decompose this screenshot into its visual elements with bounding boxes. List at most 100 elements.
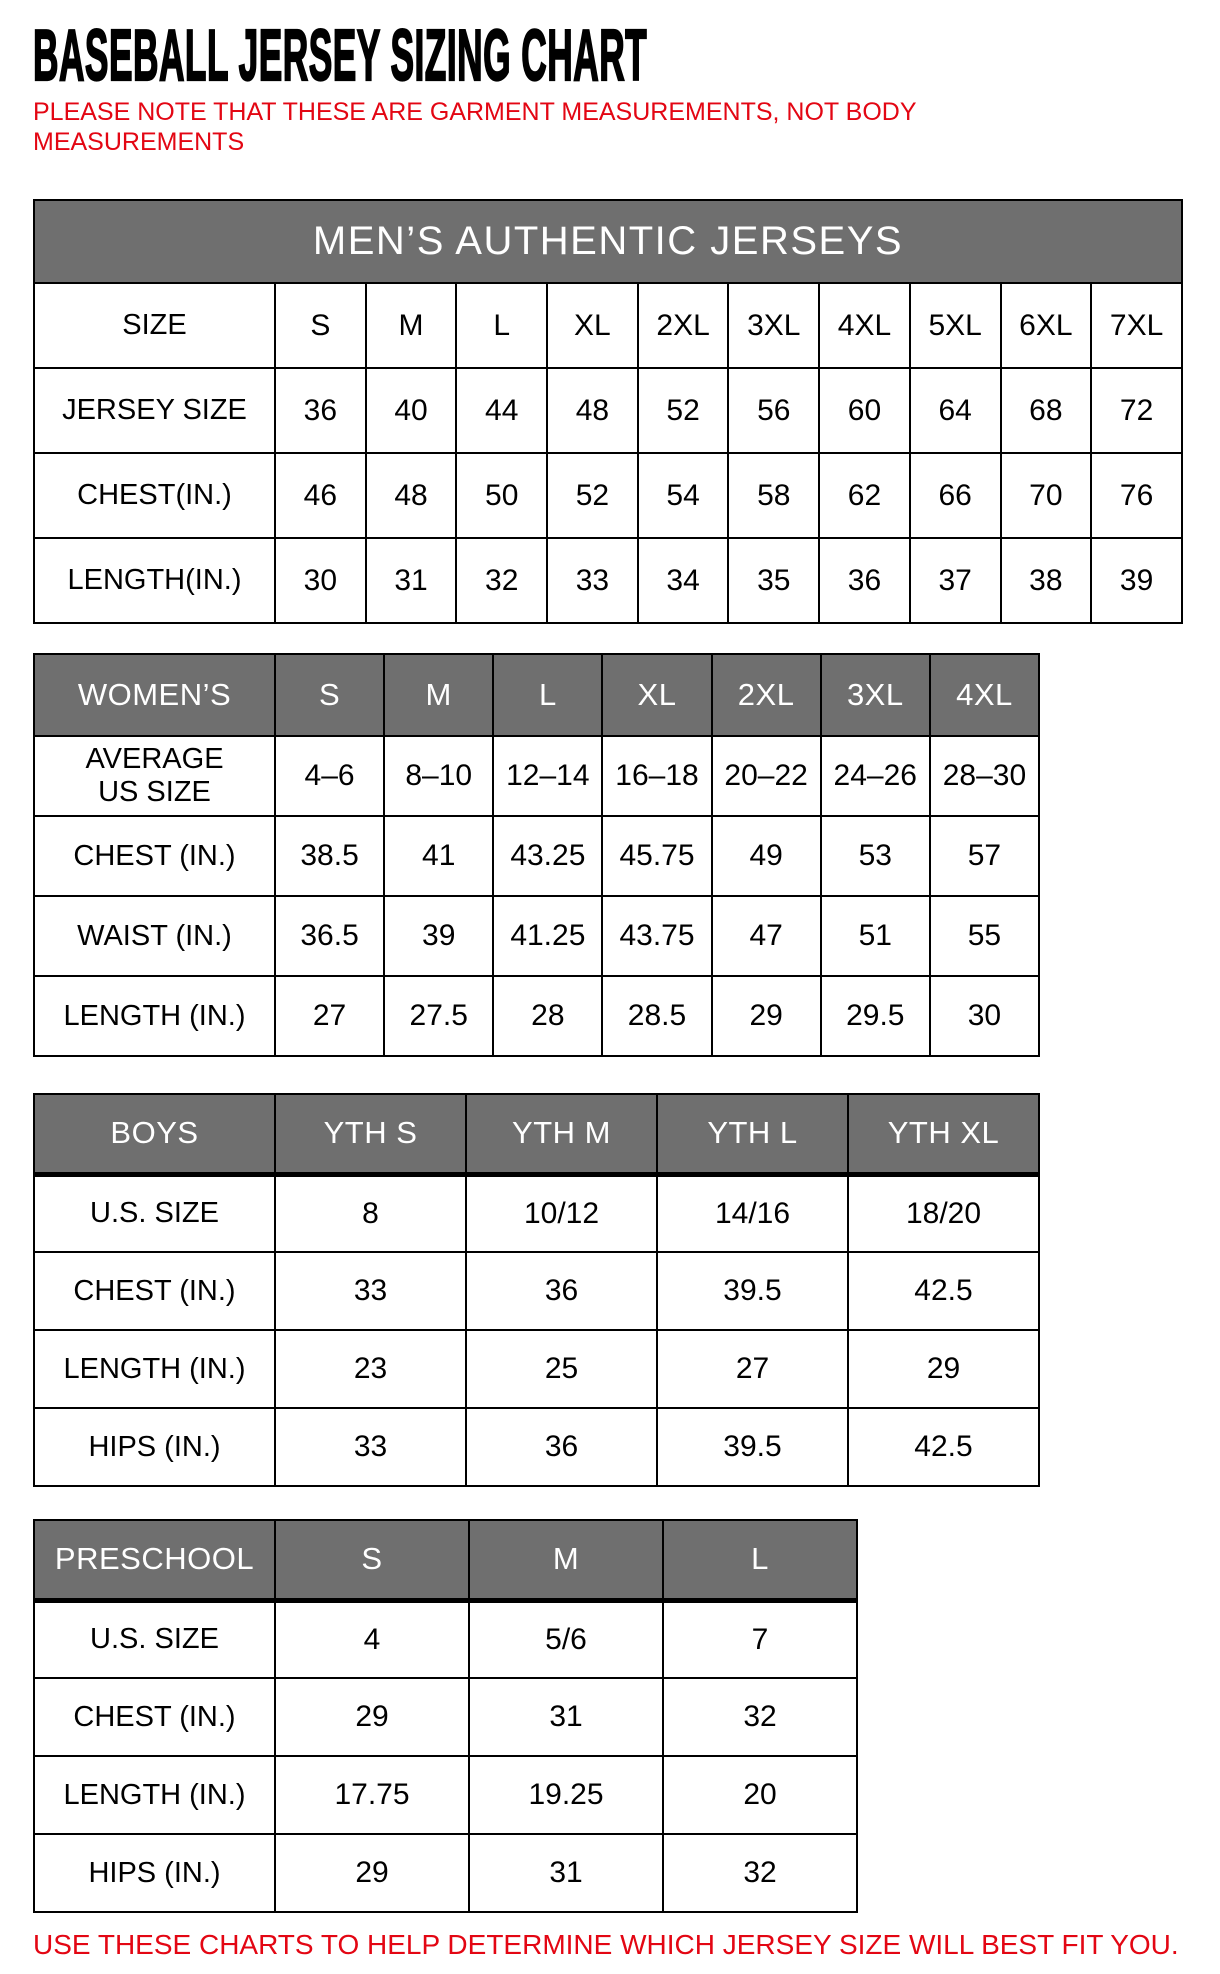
column-header-cell: 3XL xyxy=(819,653,931,737)
value-cell: 50 xyxy=(455,452,549,539)
value-cell: 8–10 xyxy=(383,735,495,817)
value-cell: S xyxy=(274,282,367,369)
value-cell: 14/16 xyxy=(656,1173,849,1253)
value-cell: 33 xyxy=(546,537,639,624)
value-cell: 27 xyxy=(273,975,386,1057)
value-cell: 57 xyxy=(928,815,1041,897)
value-cell: 34 xyxy=(636,537,730,624)
value-cell: 39.5 xyxy=(656,1407,849,1487)
row-label-cell: HIPS (IN.) xyxy=(33,1407,276,1487)
column-header-cell: YTH XL xyxy=(847,1093,1040,1177)
column-header-cell: BOYS xyxy=(33,1093,276,1177)
value-cell: 4 xyxy=(274,1599,470,1679)
value-cell: 19.25 xyxy=(468,1755,664,1835)
column-header-cell: M xyxy=(383,653,495,737)
mens-banner-row: MEN’S AUTHENTIC JERSEYS xyxy=(33,199,1183,284)
value-cell: 39 xyxy=(1090,537,1183,624)
column-header-cell: L xyxy=(662,1519,858,1603)
column-header-row: WOMEN’S S M L XL 2XL 3XL 4XL xyxy=(33,653,1041,737)
data-row: CHEST (IN.) 29 31 32 xyxy=(33,1677,858,1757)
value-cell: 62 xyxy=(818,452,911,539)
value-cell: 27.5 xyxy=(383,975,495,1057)
mens-banner-title: MEN’S AUTHENTIC JERSEYS xyxy=(33,199,1183,284)
value-cell: 36 xyxy=(818,537,911,624)
data-row: SIZE S M L XL 2XL 3XL 4XL 5XL 6XL 7XL xyxy=(33,282,1183,369)
column-header-row: PRESCHOOL S M L xyxy=(33,1519,858,1603)
column-header-cell: 4XL xyxy=(928,653,1041,737)
data-row: LENGTH (IN.) 23 25 27 29 xyxy=(33,1329,1040,1409)
value-cell: 36.5 xyxy=(273,895,386,977)
row-label-cell: LENGTH(IN.) xyxy=(33,537,276,624)
column-header-cell: WOMEN’S xyxy=(33,653,276,737)
value-cell: 31 xyxy=(364,537,458,624)
value-cell: 20–22 xyxy=(710,735,822,817)
data-row: CHEST (IN.) 33 36 39.5 42.5 xyxy=(33,1251,1040,1331)
preschool-sizing-table: PRESCHOOL S M L U.S. SIZE 4 5/6 7 CHEST (IN.) 29 3… xyxy=(33,1519,858,1913)
womens-sizing-table: WOMEN’S S M L XL 2XL 3XL 4XL AVERAGE US SIZE 4–6 8… xyxy=(33,653,1041,1057)
value-cell: 28.5 xyxy=(601,975,713,1057)
data-row: U.S. SIZE 4 5/6 7 xyxy=(33,1599,858,1679)
column-header-cell: YTH L xyxy=(656,1093,849,1177)
row-label-cell: CHEST (IN.) xyxy=(33,1251,276,1331)
value-cell: 12–14 xyxy=(492,735,604,817)
value-cell: 52 xyxy=(636,367,730,454)
value-cell: 23 xyxy=(274,1329,467,1409)
value-cell: 32 xyxy=(662,1833,858,1913)
value-cell: 52 xyxy=(546,452,639,539)
value-cell: 53 xyxy=(819,815,931,897)
value-cell: 47 xyxy=(710,895,822,977)
value-cell: 7XL xyxy=(1090,282,1183,369)
row-label-cell: AVERAGE US SIZE xyxy=(33,735,276,817)
value-cell: 44 xyxy=(455,367,549,454)
value-cell: 48 xyxy=(364,452,458,539)
page-title: BASEBALL JERSEY SIZING CHART xyxy=(32,16,648,96)
value-cell: 35 xyxy=(727,537,821,624)
data-row: HIPS (IN.) 33 36 39.5 42.5 xyxy=(33,1407,1040,1487)
value-cell: 10/12 xyxy=(465,1173,658,1253)
value-cell: 30 xyxy=(274,537,367,624)
data-row: LENGTH (IN.) 27 27.5 28 28.5 29 29.5 30 xyxy=(33,975,1041,1057)
value-cell: 32 xyxy=(455,537,549,624)
data-row: CHEST(IN.) 46 48 50 52 54 58 62 66 70 76 xyxy=(33,452,1183,539)
data-row: LENGTH(IN.) 30 31 32 33 34 35 36 37 38 39 xyxy=(33,537,1183,624)
value-cell: 46 xyxy=(274,452,367,539)
value-cell: 66 xyxy=(908,452,1002,539)
mens-sizing-table: MEN’S AUTHENTIC JERSEYS SIZE S M L XL 2XL 3XL 4… xyxy=(33,199,1183,624)
column-header-cell: 2XL xyxy=(710,653,822,737)
column-header-cell: XL xyxy=(601,653,713,737)
row-label-cell: CHEST (IN.) xyxy=(33,1677,276,1757)
value-cell: 36 xyxy=(465,1251,658,1331)
row-label-cell: LENGTH (IN.) xyxy=(33,975,276,1057)
value-cell: 5XL xyxy=(908,282,1002,369)
value-cell: 39 xyxy=(383,895,495,977)
value-cell: 30 xyxy=(928,975,1041,1057)
value-cell: 3XL xyxy=(727,282,821,369)
value-cell: 28 xyxy=(492,975,604,1057)
column-header-cell: YTH M xyxy=(465,1093,658,1177)
data-row: WAIST (IN.) 36.5 39 41.25 43.75 47 51 55 xyxy=(33,895,1041,977)
value-cell: 28–30 xyxy=(928,735,1041,817)
value-cell: L xyxy=(455,282,549,369)
value-cell: 60 xyxy=(818,367,911,454)
column-header-row: BOYS YTH S YTH M YTH L YTH XL xyxy=(33,1093,1040,1177)
value-cell: 55 xyxy=(928,895,1041,977)
value-cell: 7 xyxy=(662,1599,858,1679)
boys-sizing-table: BOYS YTH S YTH M YTH L YTH XL U.S. SIZE 8 10/12… xyxy=(33,1093,1040,1487)
column-header-cell: L xyxy=(492,653,604,737)
value-cell: 54 xyxy=(636,452,730,539)
value-cell: 49 xyxy=(710,815,822,897)
row-label-cell: JERSEY SIZE xyxy=(33,367,276,454)
column-header-cell: PRESCHOOL xyxy=(33,1519,276,1603)
value-cell: 68 xyxy=(999,367,1093,454)
value-cell: 2XL xyxy=(636,282,730,369)
value-cell: 29 xyxy=(274,1833,470,1913)
value-cell: 5/6 xyxy=(468,1599,664,1679)
value-cell: 42.5 xyxy=(847,1407,1040,1487)
row-label-cell: WAIST (IN.) xyxy=(33,895,276,977)
value-cell: 36 xyxy=(274,367,367,454)
column-header-cell: S xyxy=(274,1519,470,1603)
value-cell: 38.5 xyxy=(273,815,386,897)
row-label-cell: CHEST(IN.) xyxy=(33,452,276,539)
value-cell: 32 xyxy=(662,1677,858,1757)
value-cell: 48 xyxy=(546,367,639,454)
